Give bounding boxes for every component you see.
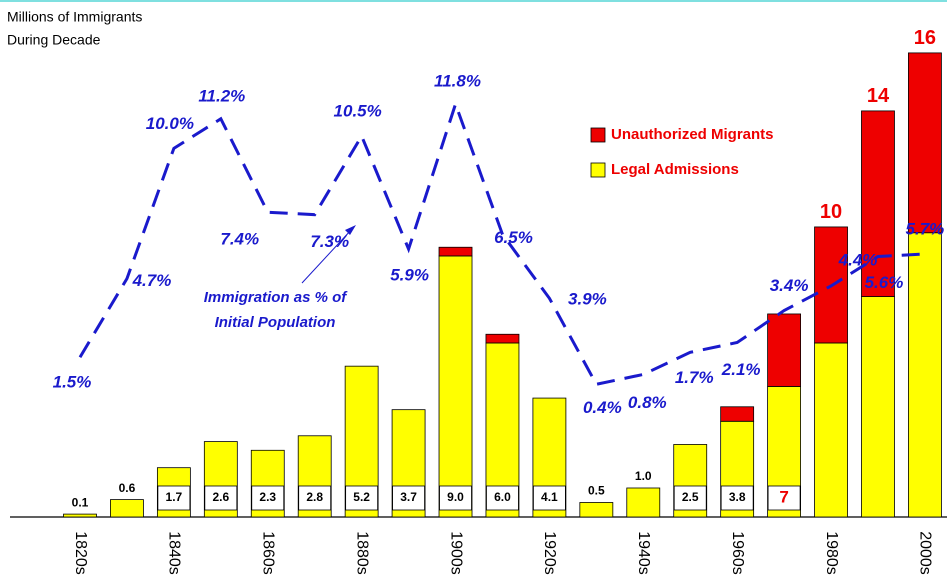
total-label: 1.7	[166, 490, 183, 504]
total-label: 16	[914, 27, 936, 49]
label-box	[439, 485, 472, 511]
total-label: 0.1	[72, 495, 89, 509]
legend-label: Unauthorized Migrants	[611, 126, 774, 143]
bar-segment	[485, 333, 520, 344]
total-label: 2.8	[306, 490, 323, 504]
percent-label: 3.9%	[568, 290, 607, 309]
annotation: Initial Population	[215, 314, 336, 331]
label-box	[204, 485, 238, 511]
arrow-head	[345, 225, 356, 235]
total-label: 7	[779, 487, 788, 506]
total-label: 2.3	[259, 490, 276, 504]
total-label: 14	[867, 85, 890, 107]
bar-segment	[861, 296, 895, 518]
x-tick-label: 1980s	[823, 531, 840, 575]
percent-label: 1.7%	[675, 368, 714, 387]
legend-swatch	[590, 127, 606, 143]
y-axis-label: Millions of Immigrants	[7, 9, 142, 25]
bar-segment	[438, 246, 473, 257]
bar-segment	[438, 255, 473, 518]
percent-label: 4.4%	[838, 250, 878, 269]
annotation: Immigration as % of	[204, 289, 349, 306]
legend-label: Legal Admissions	[611, 161, 739, 178]
x-tick-label: 2000s	[917, 531, 934, 575]
percent-label: 5.9%	[390, 266, 429, 285]
total-label: 3.7	[400, 490, 417, 504]
legend-swatch	[590, 162, 606, 178]
label-box	[720, 485, 754, 511]
label-box	[157, 485, 191, 511]
bar-segment	[63, 513, 97, 518]
total-label: 0.5	[588, 484, 605, 498]
percent-label: 1.5%	[53, 373, 92, 392]
label-box	[673, 485, 707, 511]
label-box	[767, 485, 801, 511]
percent-label: 3.4%	[770, 276, 809, 295]
total-label: 6.0	[494, 490, 511, 504]
bar-segment	[814, 342, 848, 518]
bar-segment	[579, 502, 614, 518]
percent-label: 0.8%	[628, 393, 667, 412]
bar-segment	[110, 499, 144, 518]
bar-segment	[908, 232, 942, 518]
percent-label: 5.6%	[865, 273, 904, 292]
x-tick-label: 1820s	[72, 531, 89, 575]
bar-segment	[626, 487, 661, 518]
label-box	[298, 485, 332, 511]
percent-line	[78, 99, 925, 386]
percent-label: 7.3%	[310, 232, 349, 251]
bar-segment	[720, 406, 755, 422]
label-box	[486, 485, 519, 511]
total-label: 2.5	[682, 490, 699, 504]
total-label: 2.6	[212, 490, 229, 504]
x-tick-label: 1860s	[260, 531, 277, 575]
annotation-arrow	[301, 228, 353, 284]
x-tick-label: 1960s	[729, 531, 746, 575]
percent-label: 11.2%	[198, 86, 245, 105]
percent-label: 10.5%	[334, 102, 382, 121]
bar-segment	[861, 110, 895, 297]
label-box	[533, 485, 566, 511]
x-tick-label: 1920s	[541, 531, 558, 575]
percent-label: 11.8%	[434, 72, 481, 91]
total-label: 0.6	[119, 481, 136, 495]
total-label: 10	[820, 201, 842, 223]
total-label: 5.2	[353, 490, 370, 504]
x-tick-label: 1840s	[166, 531, 183, 575]
x-tick-label: 1880s	[353, 531, 370, 575]
x-tick-label: 1900s	[447, 531, 464, 575]
total-label: 3.8	[729, 490, 746, 504]
y-axis-label: During Decade	[7, 32, 101, 48]
percent-label: 0.4%	[583, 398, 622, 417]
percent-label: 5.7%	[906, 219, 945, 238]
percent-label: 7.4%	[220, 230, 259, 249]
percent-label: 6.5%	[494, 228, 533, 247]
total-label: 1.0	[635, 469, 652, 483]
label-box	[251, 485, 285, 511]
label-box	[345, 485, 379, 511]
total-label: 4.1	[541, 490, 558, 504]
percent-label: 10.0%	[146, 114, 194, 133]
bar-segment	[908, 52, 942, 234]
x-tick-label: 1940s	[635, 531, 652, 575]
percent-label: 2.1%	[721, 360, 761, 379]
bar-segment	[767, 313, 801, 387]
total-label: 9.0	[447, 490, 464, 504]
label-box	[392, 485, 425, 511]
percent-label: 4.7%	[132, 271, 172, 290]
